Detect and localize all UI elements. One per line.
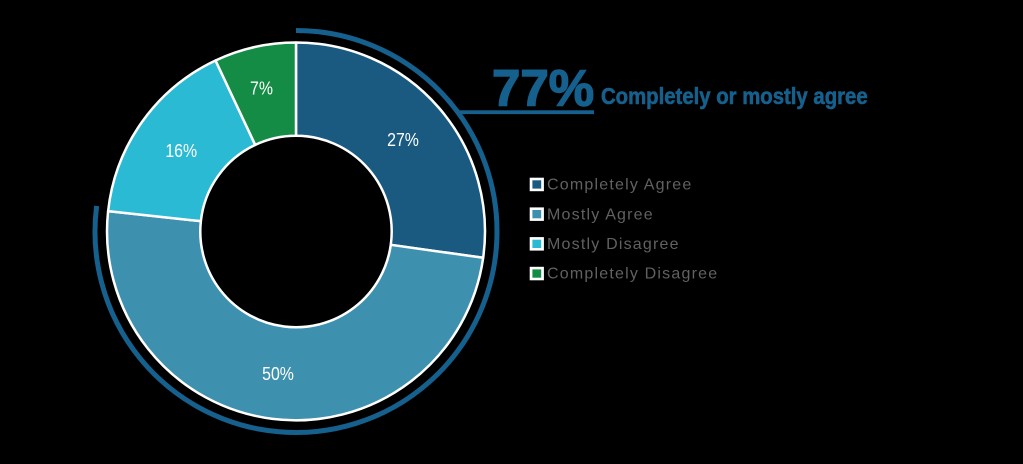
svg-text:7%: 7% [250, 77, 273, 99]
svg-text:Mostly Agree: Mostly Agree [547, 206, 654, 223]
svg-text:Completely Disagree: Completely Disagree [547, 266, 718, 283]
svg-text:16%: 16% [165, 139, 197, 161]
svg-text:27%: 27% [387, 129, 419, 151]
svg-text:50%: 50% [262, 363, 294, 385]
svg-text:77%: 77% [492, 60, 594, 117]
svg-text:Completely or mostly agree: Completely or mostly agree [601, 83, 868, 110]
svg-text:Mostly Disagree: Mostly Disagree [547, 236, 680, 253]
svg-text:Completely Agree: Completely Agree [547, 177, 693, 194]
